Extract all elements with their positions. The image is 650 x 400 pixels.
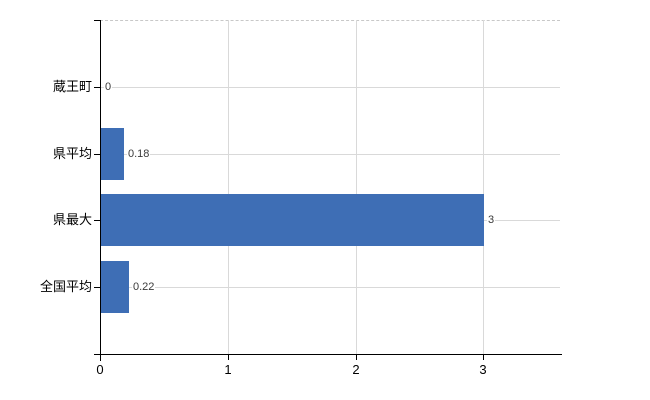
x-axis-tick-label: 3 <box>479 362 487 377</box>
y-axis-tick <box>94 220 100 221</box>
x-axis-tick <box>100 354 101 360</box>
category-label: 県最大 <box>52 212 92 227</box>
y-axis-tick <box>94 87 100 88</box>
value-label: 0.18 <box>127 147 151 161</box>
gridline-horizontal <box>100 154 560 155</box>
y-axis-tick <box>94 287 100 288</box>
x-axis-tick-label: 2 <box>352 362 360 377</box>
category-label: 全国平均 <box>39 279 92 294</box>
y-axis-end-tick <box>94 20 100 21</box>
bar <box>101 261 129 313</box>
category-label: 県平均 <box>52 146 92 161</box>
y-axis-tick <box>94 154 100 155</box>
value-label: 3 <box>487 213 496 227</box>
gridline-vertical <box>356 20 357 354</box>
bar <box>101 128 124 180</box>
plot-top-border <box>100 20 560 21</box>
x-axis-line <box>94 354 562 355</box>
y-axis-line <box>100 20 101 361</box>
gridline-horizontal <box>100 87 560 88</box>
x-axis-tick-label: 1 <box>224 362 232 377</box>
x-axis-tick-label: 0 <box>96 362 104 377</box>
gridline-vertical <box>228 20 229 354</box>
x-axis-tick <box>228 354 229 360</box>
x-axis-tick <box>356 354 357 360</box>
gridline-vertical <box>483 20 484 354</box>
value-label: 0.22 <box>132 280 156 294</box>
category-label: 蔵王町 <box>52 79 92 94</box>
bar <box>101 194 484 246</box>
gridline-horizontal <box>100 287 560 288</box>
value-label: 0 <box>104 80 113 94</box>
x-axis-tick <box>483 354 484 360</box>
